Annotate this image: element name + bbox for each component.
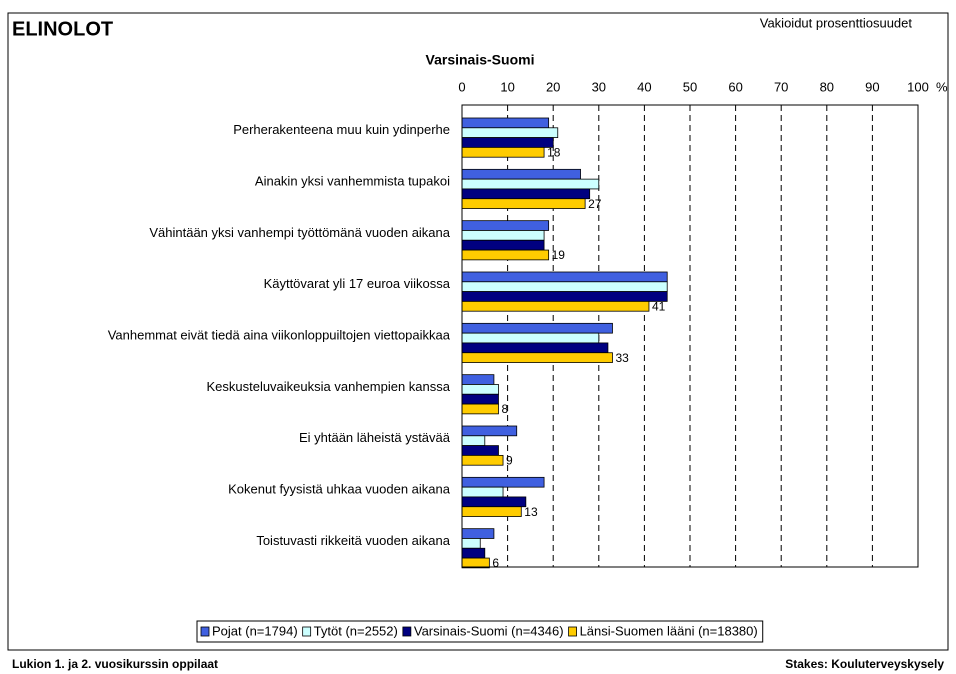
bar [461,393,499,405]
bar [461,300,650,312]
bar [461,230,545,241]
bar [461,127,559,139]
x-tick-label: 30 [592,79,606,94]
data-label: 13 [524,505,538,519]
x-tick-label: 90 [865,79,879,94]
legend-label: Pojat (n=1794) [212,623,298,638]
legend-label: Varsinais-Suomi (n=4346) [414,623,564,638]
bar [461,198,586,209]
footnote: Lukion 1. ja 2. vuosikurssin oppilaat [12,657,218,671]
legend-label: Länsi-Suomen lääni (n=18380) [580,623,758,638]
category-label: Vanhemmat eivät tiedä aina viikonloppuil… [108,327,451,342]
category-label: Ainakin yksi vanhemmista tupakoi [255,173,450,188]
plot-border [461,104,919,568]
data-label: 6 [492,556,499,570]
data-label: 19 [552,248,566,262]
bar [461,384,499,395]
category-label: Toistuvasti rikkeitä vuoden aikana [256,533,450,548]
data-label: 27 [588,197,602,211]
x-unit: % [936,79,948,94]
bar [461,342,609,354]
category-label: Kokenut fyysistä uhkaa vuoden aikana [228,481,451,496]
x-tick-label: 20 [546,79,560,94]
bar [461,454,504,466]
bar [461,374,495,385]
data-label: 41 [652,299,666,313]
data-label: 18 [547,145,561,159]
data-label: 9 [506,453,513,467]
bar [461,547,486,559]
bar [461,476,545,488]
x-tick-label: 100 [907,79,929,94]
bar [461,496,527,508]
x-tick-label: 0 [458,79,465,94]
bar [461,137,554,148]
legend-swatch [302,626,312,637]
bar [461,281,668,292]
category-label: Perherakenteena muu kuin ydinperhe [233,122,450,137]
x-tick-label: 50 [683,79,697,94]
bar [461,249,550,261]
bar [461,168,581,180]
legend-swatch [402,626,412,637]
bar [461,557,490,569]
bar [461,445,499,456]
bar [461,188,591,200]
bar [461,435,486,446]
bar [461,146,545,158]
category-label: Keskusteluvaikeuksia vanhempien kanssa [206,379,450,394]
x-tick-label: 10 [500,79,514,94]
legend-label: Tytöt (n=2552) [314,623,398,638]
bar [461,291,668,302]
legend-swatch [568,626,577,637]
bar [461,352,613,363]
category-label: Käyttövarat yli 17 euroa viikossa [264,276,451,291]
category-label: Vähintään yksi vanhempi työttömänä vuode… [149,225,450,240]
bar [461,528,495,539]
bar [461,239,545,251]
legend-box [196,620,764,643]
source: Stakes: Kouluterveyskysely [785,657,944,671]
data-label: 8 [501,402,508,416]
chart-title: Varsinais-Suomi [426,52,535,68]
bar [461,220,550,231]
corner-title: ELINOLOT [12,18,113,40]
bar [461,332,600,344]
x-tick-label: 70 [774,79,788,94]
x-tick-label: 80 [820,79,834,94]
data-label: 33 [615,351,629,365]
bar [461,486,504,498]
bar [461,506,522,517]
note: Vakioidut prosenttiosuudet [760,15,913,30]
bar [461,271,668,283]
bar [461,403,499,415]
bar [461,425,518,437]
x-tick-label: 60 [728,79,742,94]
x-tick-label: 40 [637,79,651,94]
bar [461,178,600,190]
bar [461,117,550,129]
bar [461,538,481,549]
category-label: Ei yhtään läheistä ystävää [299,430,451,445]
bar [461,322,613,334]
legend-swatch [200,626,210,637]
